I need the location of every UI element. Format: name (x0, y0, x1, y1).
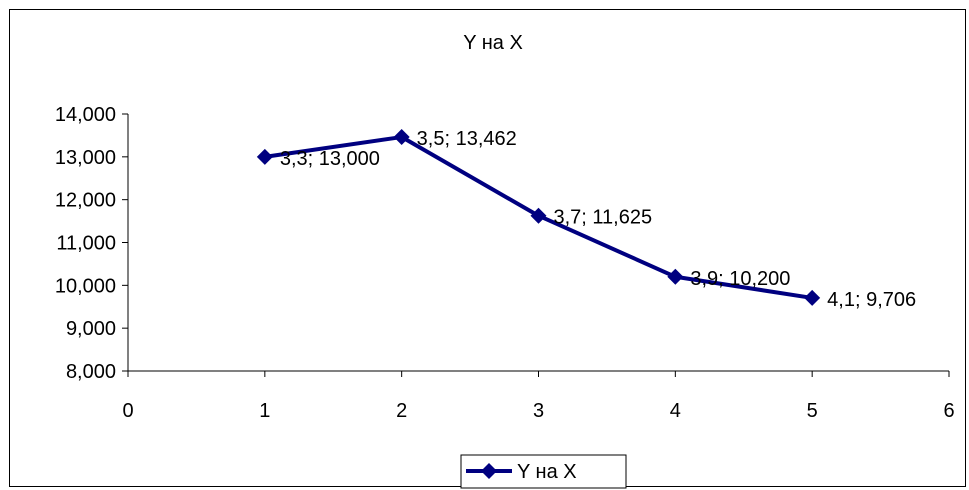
data-label: 3,3; 13,000 (280, 148, 380, 170)
x-tick-label: 1 (259, 400, 270, 422)
data-point-marker (804, 289, 821, 306)
data-label: 3,7; 11,625 (554, 207, 653, 229)
x-tick-label: 2 (396, 400, 407, 422)
series-y-na-x: 3,3; 13,000 3,5; 13,462 3,7; 11,625 3,9; 10… (256, 128, 916, 311)
y-tick-label: 10,000 (55, 275, 116, 297)
data-point-marker (530, 207, 547, 224)
y-tick-label: 8,000 (66, 361, 116, 383)
y-tick-label: 9,000 (66, 318, 116, 340)
data-label: 3,9; 10,200 (690, 268, 790, 290)
x-tick-label: 4 (670, 400, 681, 422)
chart-area (9, 9, 966, 487)
x-tick-label: 5 (807, 400, 818, 422)
legend-diamond-marker (481, 463, 497, 479)
legend-label: Y на X (517, 461, 577, 483)
y-tick-label: 12,000 (55, 190, 116, 212)
y-tick-label: 11,000 (56, 233, 116, 255)
x-tick-label: 3 (533, 400, 544, 422)
x-tick-label: 0 (122, 400, 133, 422)
data-label: 3,5; 13,462 (417, 128, 517, 150)
data-point-marker (667, 268, 684, 285)
axis-ticks: 8,000 9,000 10,000 11,000 12,000 13,000 14,000… (55, 104, 955, 422)
data-point-marker (256, 148, 273, 165)
x-tick-label: 6 (943, 400, 954, 422)
data-label: 4,1; 9,706 (827, 289, 916, 311)
legend: Y на X (460, 454, 627, 489)
chart-title: Y на X (463, 32, 523, 54)
data-point-marker (393, 129, 410, 146)
y-tick-label: 14,000 (55, 104, 116, 126)
y-tick-label: 13,000 (55, 147, 116, 169)
